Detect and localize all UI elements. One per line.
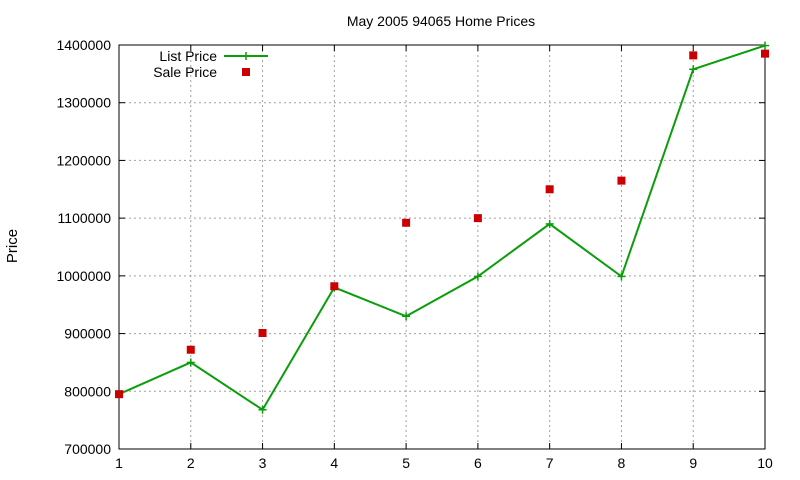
x-tick-label: 2 [187, 455, 195, 471]
x-tick-label: 1 [115, 455, 123, 471]
list-price-point [402, 312, 411, 321]
chart-title: May 2005 94065 Home Prices [347, 13, 535, 29]
sale-price-point [115, 390, 123, 399]
list-price-point [545, 219, 554, 228]
axis-ticks: 1 2 3 4 5 6 7 8 9 10 700000 800000 900000 1000000 1100… [56, 37, 773, 471]
legend-list-price-marker [242, 52, 250, 60]
x-tick-label: 8 [618, 455, 626, 471]
list-price-point [761, 41, 769, 50]
x-tick-label: 7 [546, 455, 554, 471]
sale-price-point [761, 49, 769, 58]
y-tick-label: 1200000 [56, 152, 111, 168]
y-tick-label: 1400000 [56, 37, 111, 53]
y-tick-label: 900000 [64, 326, 111, 342]
y-tick-label: 1300000 [56, 95, 111, 111]
sale-price-point [402, 218, 411, 227]
list-price-point [186, 358, 195, 367]
grid [119, 45, 765, 449]
sale-price-point [689, 51, 698, 60]
sale-price-point [545, 185, 554, 194]
list-price-point [689, 65, 698, 74]
data-series [115, 41, 769, 414]
x-tick-label: 4 [330, 455, 338, 471]
x-tick-label: 6 [474, 455, 482, 471]
list-price-series [115, 41, 769, 414]
sale-price-point [617, 176, 626, 185]
sale-price-series [115, 49, 769, 399]
list-price-line [118, 44, 766, 412]
y-tick-label: 800000 [64, 383, 111, 399]
x-tick-label: 5 [402, 455, 410, 471]
y-tick-label: 700000 [64, 441, 111, 457]
y-axis-label: Price [4, 229, 21, 263]
list-price-point [258, 405, 267, 414]
plot-frame [118, 44, 766, 450]
sale-price-point [186, 345, 195, 354]
sale-price-point [330, 282, 339, 291]
x-tick-label: 9 [689, 455, 697, 471]
legend-label: List Price [159, 48, 217, 64]
x-tick-label: 3 [259, 455, 267, 471]
list-price-point [473, 272, 482, 281]
y-tick-label: 1000000 [56, 268, 111, 284]
x-tick-label: 10 [757, 455, 773, 471]
sale-price-point [473, 214, 482, 223]
list-price-point [617, 272, 626, 281]
legend-sale-price-marker [242, 68, 250, 76]
sale-price-point [258, 328, 267, 337]
legend-label: Sale Price [153, 64, 217, 80]
y-tick-label: 1100000 [58, 210, 112, 226]
